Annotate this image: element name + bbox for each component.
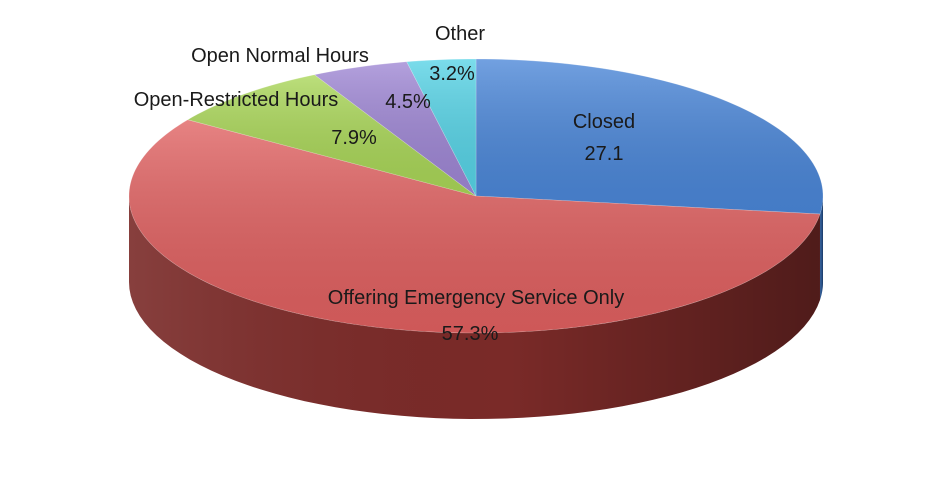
slice-label-open-restricted: Open-Restricted Hours — [134, 89, 339, 111]
slice-label-open-normal: Open Normal Hours — [191, 45, 369, 67]
slice-shade-other — [406, 59, 476, 196]
slice-shade-offering-emergency-service-only — [129, 119, 820, 334]
slice-value-other: 3.2% — [429, 63, 475, 85]
slice-side-shade-closed — [819, 196, 823, 301]
slice-value-closed: 27.1 — [585, 143, 624, 165]
slice-shade-open-restricted-hours — [187, 74, 476, 196]
slice-value-open-restricted: 7.9% — [331, 127, 377, 149]
pie-label-layer: Closed 27.1 Offering Emergency Service O… — [134, 23, 635, 345]
slice-label-emergency: Offering Emergency Service Only — [328, 287, 624, 309]
slice-value-emergency: 57.3% — [442, 323, 499, 345]
slice-value-open-normal: 4.5% — [385, 91, 431, 113]
slice-shade-closed — [476, 59, 823, 215]
slice-label-other: Other — [435, 23, 485, 45]
pie-side-layer — [129, 196, 823, 419]
pie-top-layer — [128, 58, 824, 334]
slice-shade-open-normal-hours — [314, 61, 476, 197]
slice-label-closed: Closed — [573, 111, 635, 133]
slice-side-shade-offering-emergency-service-only — [129, 196, 820, 419]
